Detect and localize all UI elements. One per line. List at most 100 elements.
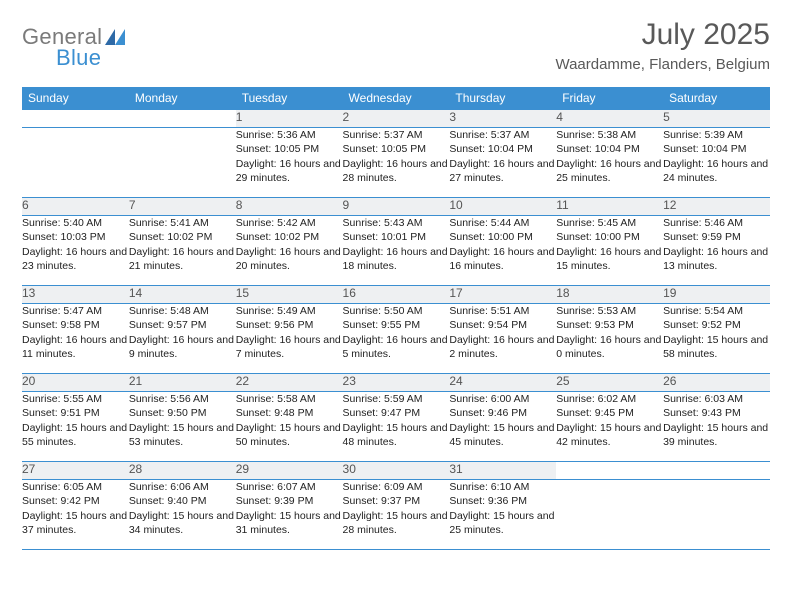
daylight-line: Daylight: 16 hours and 0 minutes. bbox=[556, 333, 663, 361]
daylight-line: Daylight: 15 hours and 48 minutes. bbox=[343, 421, 450, 449]
day-content-cell: Sunrise: 6:02 AMSunset: 9:45 PMDaylight:… bbox=[556, 392, 663, 462]
day-number-cell: 18 bbox=[556, 286, 663, 304]
daylight-line: Daylight: 15 hours and 28 minutes. bbox=[343, 509, 450, 537]
content-row: Sunrise: 5:40 AMSunset: 10:03 PMDaylight… bbox=[22, 216, 770, 286]
sunset-line: Sunset: 9:50 PM bbox=[129, 406, 236, 420]
day-number-cell: 21 bbox=[129, 374, 236, 392]
daylight-line: Daylight: 16 hours and 15 minutes. bbox=[556, 245, 663, 273]
daylight-line: Daylight: 15 hours and 39 minutes. bbox=[663, 421, 770, 449]
sunset-line: Sunset: 9:47 PM bbox=[343, 406, 450, 420]
daylight-line: Daylight: 15 hours and 50 minutes. bbox=[236, 421, 343, 449]
day-number-cell: 23 bbox=[343, 374, 450, 392]
weekday-header: Thursday bbox=[449, 87, 556, 110]
day-content-cell: Sunrise: 6:10 AMSunset: 9:36 PMDaylight:… bbox=[449, 480, 556, 550]
day-content-cell: Sunrise: 5:45 AMSunset: 10:00 PMDaylight… bbox=[556, 216, 663, 286]
logo-text: General Blue bbox=[22, 24, 125, 77]
logo: General Blue bbox=[22, 18, 125, 77]
sunset-line: Sunset: 9:39 PM bbox=[236, 494, 343, 508]
daynum-row: 13141516171819 bbox=[22, 286, 770, 304]
sunset-line: Sunset: 9:56 PM bbox=[236, 318, 343, 332]
daylight-line: Daylight: 16 hours and 29 minutes. bbox=[236, 157, 343, 185]
sunset-line: Sunset: 9:52 PM bbox=[663, 318, 770, 332]
day-number-cell: 31 bbox=[449, 462, 556, 480]
day-number-cell: 13 bbox=[22, 286, 129, 304]
day-content-cell: Sunrise: 5:49 AMSunset: 9:56 PMDaylight:… bbox=[236, 304, 343, 374]
day-number-cell bbox=[22, 110, 129, 128]
daynum-row: 12345 bbox=[22, 110, 770, 128]
day-number-cell: 15 bbox=[236, 286, 343, 304]
sunrise-line: Sunrise: 5:37 AM bbox=[343, 128, 450, 142]
sunrise-line: Sunrise: 5:42 AM bbox=[236, 216, 343, 230]
sunset-line: Sunset: 10:04 PM bbox=[663, 142, 770, 156]
day-number-cell: 8 bbox=[236, 198, 343, 216]
daylight-line: Daylight: 16 hours and 16 minutes. bbox=[449, 245, 556, 273]
sunset-line: Sunset: 9:46 PM bbox=[449, 406, 556, 420]
sunrise-line: Sunrise: 5:50 AM bbox=[343, 304, 450, 318]
daylight-line: Daylight: 16 hours and 21 minutes. bbox=[129, 245, 236, 273]
daylight-line: Daylight: 16 hours and 25 minutes. bbox=[556, 157, 663, 185]
sunrise-line: Sunrise: 5:46 AM bbox=[663, 216, 770, 230]
sunset-line: Sunset: 9:42 PM bbox=[22, 494, 129, 508]
sunset-line: Sunset: 9:51 PM bbox=[22, 406, 129, 420]
day-content-cell: Sunrise: 6:06 AMSunset: 9:40 PMDaylight:… bbox=[129, 480, 236, 550]
sunset-line: Sunset: 9:37 PM bbox=[343, 494, 450, 508]
daylight-line: Daylight: 15 hours and 37 minutes. bbox=[22, 509, 129, 537]
day-number-cell: 28 bbox=[129, 462, 236, 480]
weekday-header: Sunday bbox=[22, 87, 129, 110]
sunrise-line: Sunrise: 5:47 AM bbox=[22, 304, 129, 318]
sunset-line: Sunset: 10:04 PM bbox=[556, 142, 663, 156]
daylight-line: Daylight: 16 hours and 11 minutes. bbox=[22, 333, 129, 361]
sunset-line: Sunset: 9:55 PM bbox=[343, 318, 450, 332]
day-content-cell: Sunrise: 5:58 AMSunset: 9:48 PMDaylight:… bbox=[236, 392, 343, 462]
day-number-cell: 25 bbox=[556, 374, 663, 392]
daylight-line: Daylight: 15 hours and 58 minutes. bbox=[663, 333, 770, 361]
day-content-cell: Sunrise: 5:43 AMSunset: 10:01 PMDaylight… bbox=[343, 216, 450, 286]
day-content-cell: Sunrise: 5:48 AMSunset: 9:57 PMDaylight:… bbox=[129, 304, 236, 374]
sunrise-line: Sunrise: 5:58 AM bbox=[236, 392, 343, 406]
day-content-cell: Sunrise: 5:40 AMSunset: 10:03 PMDaylight… bbox=[22, 216, 129, 286]
daylight-line: Daylight: 16 hours and 20 minutes. bbox=[236, 245, 343, 273]
sunrise-line: Sunrise: 5:53 AM bbox=[556, 304, 663, 318]
sunrise-line: Sunrise: 6:06 AM bbox=[129, 480, 236, 494]
day-content-cell: Sunrise: 5:44 AMSunset: 10:00 PMDaylight… bbox=[449, 216, 556, 286]
day-number-cell: 17 bbox=[449, 286, 556, 304]
sunrise-line: Sunrise: 5:56 AM bbox=[129, 392, 236, 406]
day-content-cell: Sunrise: 5:46 AMSunset: 9:59 PMDaylight:… bbox=[663, 216, 770, 286]
day-content-cell: Sunrise: 5:36 AMSunset: 10:05 PMDaylight… bbox=[236, 128, 343, 198]
day-number-cell: 11 bbox=[556, 198, 663, 216]
sunset-line: Sunset: 9:58 PM bbox=[22, 318, 129, 332]
day-number-cell: 24 bbox=[449, 374, 556, 392]
sunrise-line: Sunrise: 5:37 AM bbox=[449, 128, 556, 142]
day-number-cell: 19 bbox=[663, 286, 770, 304]
day-number-cell bbox=[556, 462, 663, 480]
day-content-cell: Sunrise: 5:38 AMSunset: 10:04 PMDaylight… bbox=[556, 128, 663, 198]
sunset-line: Sunset: 9:45 PM bbox=[556, 406, 663, 420]
day-content-cell bbox=[663, 480, 770, 550]
sunset-line: Sunset: 10:05 PM bbox=[236, 142, 343, 156]
sunrise-line: Sunrise: 5:36 AM bbox=[236, 128, 343, 142]
sunset-line: Sunset: 9:54 PM bbox=[449, 318, 556, 332]
sunrise-line: Sunrise: 6:07 AM bbox=[236, 480, 343, 494]
daylight-line: Daylight: 16 hours and 13 minutes. bbox=[663, 245, 770, 273]
sunrise-line: Sunrise: 5:54 AM bbox=[663, 304, 770, 318]
day-content-cell: Sunrise: 5:37 AMSunset: 10:05 PMDaylight… bbox=[343, 128, 450, 198]
sunset-line: Sunset: 10:03 PM bbox=[22, 230, 129, 244]
daylight-line: Daylight: 15 hours and 34 minutes. bbox=[129, 509, 236, 537]
sunrise-line: Sunrise: 6:05 AM bbox=[22, 480, 129, 494]
daylight-line: Daylight: 16 hours and 2 minutes. bbox=[449, 333, 556, 361]
day-content-cell: Sunrise: 5:50 AMSunset: 9:55 PMDaylight:… bbox=[343, 304, 450, 374]
weekday-header: Saturday bbox=[663, 87, 770, 110]
daylight-line: Daylight: 15 hours and 42 minutes. bbox=[556, 421, 663, 449]
daynum-row: 2728293031 bbox=[22, 462, 770, 480]
weekday-header: Friday bbox=[556, 87, 663, 110]
daylight-line: Daylight: 16 hours and 18 minutes. bbox=[343, 245, 450, 273]
day-content-cell: Sunrise: 6:00 AMSunset: 9:46 PMDaylight:… bbox=[449, 392, 556, 462]
sunrise-line: Sunrise: 5:49 AM bbox=[236, 304, 343, 318]
logo-blue: Blue bbox=[56, 45, 101, 70]
daylight-line: Daylight: 16 hours and 9 minutes. bbox=[129, 333, 236, 361]
day-number-cell: 14 bbox=[129, 286, 236, 304]
content-row: Sunrise: 5:55 AMSunset: 9:51 PMDaylight:… bbox=[22, 392, 770, 462]
daynum-row: 6789101112 bbox=[22, 198, 770, 216]
day-number-cell: 30 bbox=[343, 462, 450, 480]
daylight-line: Daylight: 16 hours and 27 minutes. bbox=[449, 157, 556, 185]
